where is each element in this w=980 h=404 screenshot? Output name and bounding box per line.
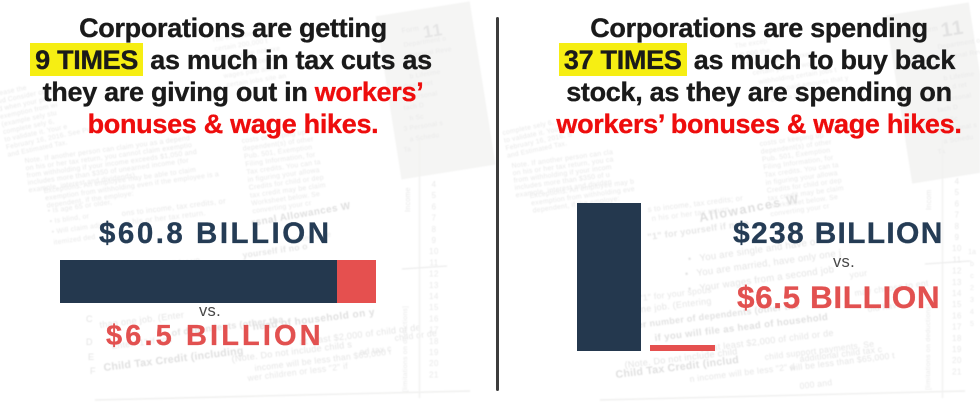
svg-text:Form: Form: [401, 25, 419, 35]
svg-text:tach D: tach D: [403, 102, 424, 112]
svg-text:10: 10: [952, 244, 962, 253]
svg-text:b: b: [970, 261, 974, 268]
svg-text:7: 7: [955, 211, 960, 220]
svg-text:9: 9: [955, 233, 960, 242]
svg-text:14: 14: [429, 292, 439, 301]
svg-text:9: 9: [432, 236, 437, 245]
svg-text:19: 19: [952, 345, 962, 354]
svg-text:oid havi: oid havi: [867, 300, 900, 314]
svg-text:13: 13: [952, 278, 962, 287]
svg-text:Ges d ret: Ges d ret: [403, 79, 433, 91]
svg-text:[limitations on deductions]: [limitations on deductions]: [925, 304, 932, 390]
svg-text:3: 3: [970, 297, 974, 304]
svg-text:A h. if: A h. if: [403, 60, 422, 70]
svg-text:C: C: [86, 314, 93, 324]
svg-text:12: 12: [952, 267, 962, 276]
svg-text:8: 8: [955, 222, 960, 231]
svg-text:4: 4: [432, 180, 437, 189]
svg-text:7: 7: [432, 214, 437, 223]
svg-text:your: your: [849, 268, 868, 280]
svg-text:Ges d ret: Ges d ret: [937, 81, 967, 93]
svg-text:Incom: Incom: [926, 189, 933, 210]
svg-text:[limitations on deductions]: [limitations on deductions]: [402, 306, 409, 392]
svg-text:A h. if: A h. if: [937, 62, 956, 72]
svg-text:6: 6: [432, 202, 437, 211]
svg-text:16: 16: [952, 311, 962, 320]
svg-text:4: 4: [970, 309, 974, 316]
svg-text:18: 18: [952, 334, 962, 343]
svg-text:20: 20: [952, 356, 962, 365]
svg-text:h Sc: h Sc: [409, 113, 425, 122]
svg-text:Income: Income: [405, 187, 412, 212]
svg-text:17: 17: [952, 323, 962, 332]
svg-text:•: •: [688, 284, 691, 294]
svg-text:5: 5: [970, 321, 974, 328]
svg-text:17: 17: [429, 326, 439, 335]
svg-text:15: 15: [429, 303, 439, 312]
svg-text:Ta: Ta: [937, 148, 946, 156]
svg-text:Ta: Ta: [403, 146, 412, 154]
svg-text:Personal: Personal: [409, 90, 438, 101]
svg-text:2: 2: [970, 285, 974, 292]
svg-text:5: 5: [955, 188, 960, 197]
svg-text:D: D: [86, 337, 93, 347]
svg-text:•: •: [688, 254, 691, 264]
svg-text:0,000 the: 0,000 the: [740, 47, 771, 59]
svg-text:b Lifetime: b Lifetime: [943, 71, 975, 83]
svg-text:Form: Form: [920, 25, 938, 35]
svg-text:19: 19: [429, 348, 439, 357]
svg-text:21: 21: [429, 370, 439, 379]
svg-text:•: •: [685, 269, 688, 279]
svg-text:6: 6: [955, 199, 960, 208]
svg-text:h Sc: h Sc: [943, 115, 959, 124]
svg-text:F: F: [90, 366, 96, 376]
svg-text:5: 5: [432, 191, 437, 200]
svg-text:15: 15: [952, 300, 962, 309]
svg-text:tach D: tach D: [937, 104, 958, 114]
svg-text:a Schedu: a Schedu: [409, 132, 440, 144]
svg-text:000 and: 000 and: [799, 377, 833, 391]
svg-text:E: E: [88, 352, 94, 362]
svg-text:13: 13: [429, 281, 439, 290]
svg-text:c: c: [970, 273, 974, 280]
svg-text:4: 4: [955, 177, 960, 186]
svg-text:11: 11: [429, 258, 438, 267]
svg-text:14: 14: [952, 289, 962, 298]
svg-text:20: 20: [429, 359, 439, 368]
svg-text:Personal: Personal: [943, 92, 972, 103]
svg-text:1a: 1a: [968, 249, 976, 256]
svg-text:8: 8: [432, 225, 437, 234]
svg-text:11: 11: [939, 17, 965, 42]
svg-text:12: 12: [429, 270, 439, 279]
svg-text:21: 21: [952, 367, 962, 376]
svg-text:10: 10: [429, 247, 439, 256]
svg-text:b Lifetime: b Lifetime: [409, 69, 441, 81]
svg-text:16: 16: [429, 314, 439, 323]
svg-text:ad tax c: ad tax c: [359, 343, 393, 357]
svg-text:a Schedu: a Schedu: [943, 134, 974, 146]
svg-text:11: 11: [422, 20, 445, 42]
svg-text:18: 18: [429, 337, 439, 346]
svg-text:11: 11: [952, 255, 961, 264]
